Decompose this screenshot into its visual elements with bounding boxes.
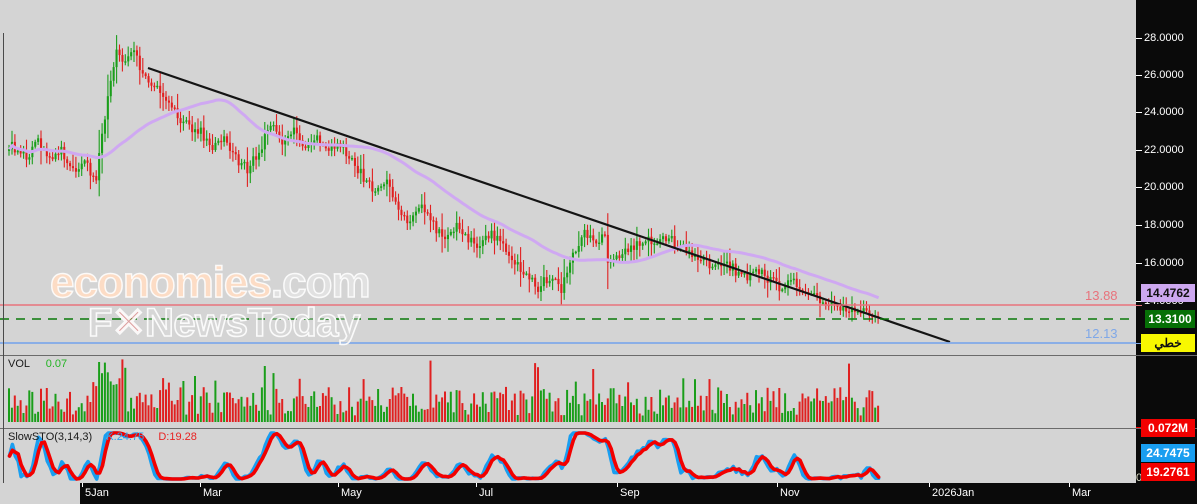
y-tick-label: 16.0000 <box>1144 257 1184 269</box>
last-price-badge[interactable]: 13.3100 <box>1145 310 1195 328</box>
y-tick-6: 16.0000 <box>1136 256 1197 270</box>
time-axis-tick <box>617 483 618 487</box>
y-tick-label: 24.0000 <box>1144 106 1184 118</box>
y-tick-0: 28.0000 <box>1136 31 1197 45</box>
time-axis-tick <box>338 483 339 487</box>
y-tick-label: 20.0000 <box>1144 181 1184 193</box>
y-tick-label: 22.0000 <box>1144 144 1184 156</box>
stoch-d-badge[interactable]: 19.2761 <box>1141 463 1195 481</box>
time-axis-label: 5Jan <box>85 487 109 499</box>
time-axis-left-pad <box>0 483 80 504</box>
volume-panel-divider <box>0 355 1136 356</box>
stoch-k-label: K:24.75 <box>106 431 145 443</box>
axis-divider-volume <box>1136 355 1197 356</box>
price-panel[interactable]: 13.88 12.13 <box>0 0 1136 355</box>
y-tick-4: 20.0000 <box>1136 180 1197 194</box>
time-axis-tick <box>1069 483 1070 487</box>
stochastic-legend: SlowSTO(3,14,3) K:24.75 D:19.28 <box>8 431 197 444</box>
time-axis-label: Sep <box>620 487 640 499</box>
stoch-legend-label: SlowSTO(3,14,3) <box>8 431 93 443</box>
ma-value-badge[interactable]: 14.4762 <box>1141 284 1195 302</box>
stoch-panel-divider <box>0 428 1136 429</box>
y-tick-2: 24.0000 <box>1136 105 1197 119</box>
stoch-k-badge[interactable]: 24.7475 <box>1141 444 1195 462</box>
volume-bars <box>8 359 880 422</box>
y-tick-label: 28.0000 <box>1144 32 1184 44</box>
volume-axis-marker <box>1136 427 1142 428</box>
support-price-label: 12.13 <box>1085 326 1118 341</box>
price-plot <box>0 35 1136 344</box>
time-axis-tick <box>200 483 201 487</box>
time-axis-label: Mar <box>1072 487 1091 499</box>
y-tick-5: 18.0000 <box>1136 218 1197 232</box>
time-axis-tick <box>82 483 83 487</box>
trendline <box>147 66 951 344</box>
linear-tool-badge[interactable]: خطي <box>1141 334 1195 352</box>
time-axis-label: Nov <box>780 487 800 499</box>
left-frame-rule <box>3 33 4 483</box>
time-axis-tick <box>929 483 930 487</box>
time-axis[interactable]: 5Jan Mar May Jul Sep Nov 2026Jan Mar <box>0 483 1136 504</box>
stoch-d-label: D:19.28 <box>158 431 197 443</box>
volume-legend: VOL 0.07 <box>8 358 67 371</box>
y-tick-label: 26.0000 <box>1144 69 1184 81</box>
y-tick-1: 26.0000 <box>1136 68 1197 82</box>
stochastic-panel[interactable] <box>0 429 1136 483</box>
volume-panel[interactable] <box>0 356 1136 428</box>
candlestick-series <box>8 35 880 324</box>
volume-legend-value: 0.07 <box>45 358 68 370</box>
time-axis-label: Mar <box>203 487 222 499</box>
time-axis-label: 2026Jan <box>932 487 975 499</box>
volume-value-badge[interactable]: 0.072M <box>1141 419 1195 437</box>
volume-legend-label: VOL <box>8 358 30 370</box>
time-axis-tick <box>777 483 778 487</box>
y-tick-label: 18.0000 <box>1144 219 1184 231</box>
time-axis-tick <box>476 483 477 487</box>
time-axis-label: May <box>341 487 362 499</box>
support-axis-marker <box>1136 343 1142 344</box>
last-price-badge-label: 13.3100 <box>1148 312 1192 326</box>
moving-average-line <box>8 98 880 300</box>
volume-plot <box>8 359 880 422</box>
y-tick-3: 22.0000 <box>1136 143 1197 157</box>
stoch-d-line <box>7 431 881 481</box>
resistance-axis-marker <box>1136 305 1142 306</box>
resistance-price-label: 13.88 <box>1085 288 1118 303</box>
stochastic-plot <box>7 431 881 481</box>
time-axis-label: Jul <box>479 487 494 499</box>
